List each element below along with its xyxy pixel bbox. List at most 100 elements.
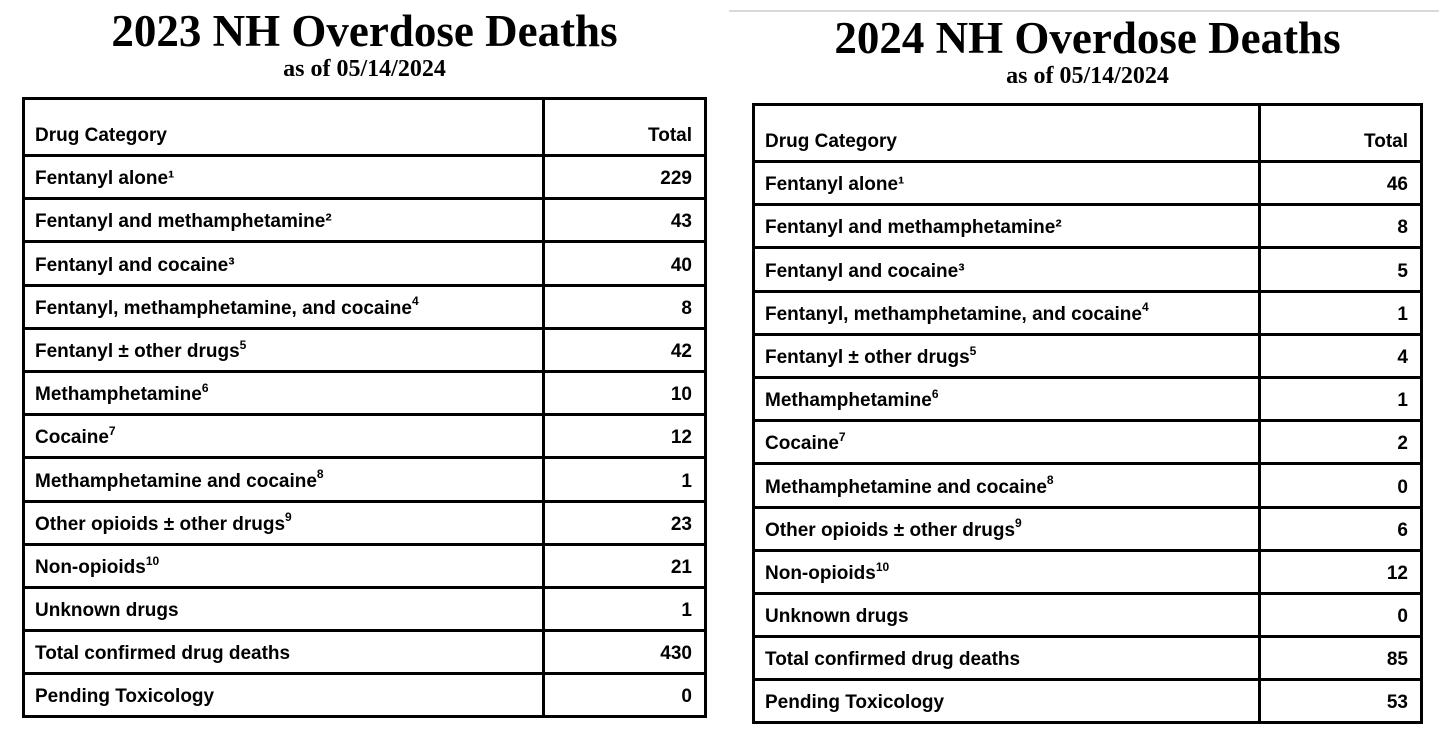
drug-category-cell: Fentanyl ± other drugs5 [752, 332, 1261, 379]
total-cell: 229 [542, 153, 707, 201]
total-cell: 6 [1258, 505, 1423, 552]
table-2023-title: 2023 NH Overdose Deaths [111, 6, 618, 56]
total-cell: 0 [542, 672, 707, 719]
drug-category-cell: Other opioids ± other drugs9 [752, 505, 1261, 552]
total-cell: 23 [542, 499, 707, 546]
drug-category-cell: Fentanyl and methamphetamine² [752, 203, 1261, 250]
total-cell: 5 [1258, 246, 1423, 293]
footnote-marker: 7 [108, 423, 116, 438]
footnote-marker: 4 [1141, 300, 1149, 315]
drug-category-cell: Methamphetamine6 [752, 375, 1261, 423]
total-cell: 8 [1258, 203, 1423, 250]
drug-category-cell: Non-opioids10 [22, 542, 545, 589]
table-row: Cocaine7 12 [22, 413, 707, 460]
table-row: Total confirmed drug deaths 430 [22, 629, 707, 676]
table-row: Fentanyl and methamphetamine² 43 [22, 197, 707, 244]
table-row: Non-opioids10 12 [752, 548, 1423, 595]
footnote-marker: 5 [239, 337, 247, 352]
table-header-row: Drug Category Total [752, 103, 1423, 163]
drug-category-cell: Unknown drugs [752, 591, 1261, 639]
table-row: Methamphetamine6 10 [22, 369, 707, 417]
table-row: Fentanyl ± other drugs5 42 [22, 326, 707, 373]
total-cell: 53 [1258, 678, 1423, 725]
drug-category-cell: Fentanyl alone¹ [752, 159, 1261, 207]
top-divider-line [729, 10, 1439, 12]
table-2024-title: 2024 NH Overdose Deaths [834, 13, 1341, 63]
table-row: Fentanyl, methamphetamine, and cocaine4 8 [22, 283, 707, 330]
drug-category-cell: Pending Toxicology [22, 672, 545, 719]
drug-category-cell: Total confirmed drug deaths [752, 635, 1261, 682]
total-cell: 8 [542, 283, 707, 330]
overdose-2024-panel: 2024 NH Overdose Deaths as of 05/14/2024… [752, 13, 1423, 725]
drug-category-cell: Cocaine7 [752, 419, 1261, 466]
total-cell: 430 [542, 629, 707, 676]
table-row: Pending Toxicology 53 [752, 678, 1423, 725]
total-cell: 12 [1258, 548, 1423, 595]
table-row: Methamphetamine and cocaine8 1 [22, 456, 707, 503]
table-row: Fentanyl and methamphetamine² 8 [752, 203, 1423, 250]
table-row: Fentanyl, methamphetamine, and cocaine4 1 [752, 289, 1423, 336]
total-cell: 12 [542, 413, 707, 460]
drug-category-cell: Total confirmed drug deaths [22, 629, 545, 676]
table-row: Unknown drugs 1 [22, 585, 707, 633]
table-row: Total confirmed drug deaths 85 [752, 635, 1423, 682]
drug-category-cell: Methamphetamine6 [22, 369, 545, 417]
drug-category-cell: Unknown drugs [22, 585, 545, 633]
table-row: Fentanyl alone¹ 229 [22, 153, 707, 201]
total-cell: 1 [1258, 289, 1423, 336]
drug-category-cell: Fentanyl and cocaine³ [22, 240, 545, 287]
drug-category-cell: Non-opioids10 [752, 548, 1261, 595]
drug-category-cell: Methamphetamine and cocaine8 [752, 462, 1261, 509]
total-cell: 43 [542, 197, 707, 244]
footnote-marker: 4 [411, 294, 419, 309]
drug-category-cell: Cocaine7 [22, 413, 545, 460]
drug-category-cell: Other opioids ± other drugs9 [22, 499, 545, 546]
table-row: Fentanyl and cocaine³ 5 [752, 246, 1423, 293]
table-row: Fentanyl and cocaine³ 40 [22, 240, 707, 287]
total-cell: 0 [1258, 591, 1423, 639]
drug-category-cell: Fentanyl alone¹ [22, 153, 545, 201]
total-cell: 21 [542, 542, 707, 589]
column-header-drug-category: Drug Category [22, 97, 545, 157]
table-row: Unknown drugs 0 [752, 591, 1423, 639]
drug-category-cell: Fentanyl and cocaine³ [752, 246, 1261, 293]
footnote-marker: 8 [1046, 473, 1054, 488]
drug-category-cell: Pending Toxicology [752, 678, 1261, 725]
footnote-marker: 6 [931, 386, 939, 401]
total-cell: 1 [1258, 375, 1423, 423]
footnote-marker: 6 [201, 380, 209, 395]
table-row: Other opioids ± other drugs9 23 [22, 499, 707, 546]
column-header-drug-category: Drug Category [752, 103, 1261, 163]
total-cell: 85 [1258, 635, 1423, 682]
total-cell: 10 [542, 369, 707, 417]
table-row: Pending Toxicology 0 [22, 672, 707, 719]
table-row: Fentanyl ± other drugs5 4 [752, 332, 1423, 379]
column-header-total: Total [1258, 103, 1423, 163]
footnote-marker: 7 [838, 429, 846, 444]
table-2023-subtitle: as of 05/14/2024 [283, 56, 446, 82]
total-cell: 1 [542, 585, 707, 633]
table-row: Non-opioids10 21 [22, 542, 707, 589]
footnote-marker: 10 [145, 553, 160, 568]
total-cell: 1 [542, 456, 707, 503]
table-row: Cocaine7 2 [752, 419, 1423, 466]
table-row: Methamphetamine and cocaine8 0 [752, 462, 1423, 509]
footnote-marker: 9 [285, 510, 292, 525]
drug-category-cell: Fentanyl, methamphetamine, and cocaine4 [752, 289, 1261, 336]
total-cell: 46 [1258, 159, 1423, 207]
footnote-marker: 9 [1015, 516, 1022, 531]
drug-category-cell: Fentanyl ± other drugs5 [22, 326, 545, 373]
table-row: Methamphetamine6 1 [752, 375, 1423, 423]
footnote-marker: 10 [875, 559, 890, 574]
total-cell: 40 [542, 240, 707, 287]
drug-category-cell: Methamphetamine and cocaine8 [22, 456, 545, 503]
table-row: Other opioids ± other drugs9 6 [752, 505, 1423, 552]
table-header-row: Drug Category Total [22, 97, 707, 157]
total-cell: 4 [1258, 332, 1423, 379]
table-row: Fentanyl alone¹ 46 [752, 159, 1423, 207]
total-cell: 0 [1258, 462, 1423, 509]
overdose-table-2023: Drug Category Total Fentanyl alone¹ 229 Fe… [22, 97, 707, 719]
total-cell: 42 [542, 326, 707, 373]
overdose-2023-panel: 2023 NH Overdose Deaths as of 05/14/2024… [22, 6, 707, 719]
drug-category-cell: Fentanyl, methamphetamine, and cocaine4 [22, 283, 545, 330]
